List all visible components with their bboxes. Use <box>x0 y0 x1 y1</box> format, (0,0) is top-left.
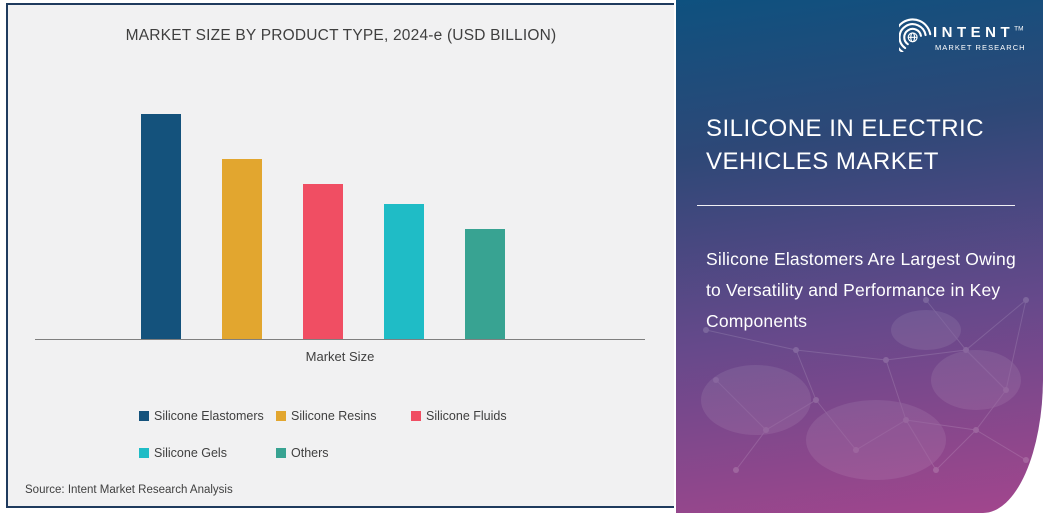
bar-silicone-resins <box>222 159 262 339</box>
logo-tm: TM <box>1014 25 1024 33</box>
chart-title: MARKET SIZE BY PRODUCT TYPE, 2024-e (USD… <box>125 27 557 44</box>
legend-label: Silicone Fluids <box>426 409 507 423</box>
panel-divider <box>697 205 1015 206</box>
x-axis-line <box>35 339 645 340</box>
legend-label: Silicone Resins <box>291 409 377 423</box>
chart-panel: MARKET SIZE BY PRODUCT TYPE, 2024-e (USD… <box>6 3 674 508</box>
logo-subtext: MARKET RESEARCH <box>935 43 1026 52</box>
bar-plot: Market Size <box>8 5 674 506</box>
x-axis-label: Market Size <box>305 349 375 364</box>
legend-label: Silicone Elastomers <box>154 409 264 423</box>
legend-item-silicone-resins: Silicone Resins <box>276 409 411 423</box>
signal-arcs-icon <box>899 18 932 52</box>
legend-swatch <box>276 411 286 421</box>
source-note: Source: Intent Market Research Analysis <box>25 484 233 496</box>
legend-swatch <box>411 411 421 421</box>
legend-item-silicone-gels: Silicone Gels <box>139 446 276 460</box>
bar-others <box>465 229 505 339</box>
legend-label: Silicone Gels <box>154 446 227 460</box>
legend-item-others: Others <box>276 446 411 460</box>
legend-swatch <box>139 411 149 421</box>
legend-swatch <box>276 448 286 458</box>
brand-logo: INTENTTM MARKET RESEARCH <box>899 8 1026 52</box>
legend-item-silicone-elastomers: Silicone Elastomers <box>139 409 276 423</box>
logo-wordmark: INTENT <box>933 24 1015 41</box>
legend: Silicone Elastomers Silicone Resins Silico… <box>139 409 507 460</box>
bars-container <box>141 114 505 339</box>
globe-icon <box>907 32 918 43</box>
legend-swatch <box>139 448 149 458</box>
bar-silicone-fluids <box>303 184 343 339</box>
legend-item-silicone-fluids: Silicone Fluids <box>411 409 507 423</box>
panel-title: SILICONE IN ELECTRIC VEHICLES MARKET <box>706 115 985 175</box>
panel-subtitle: Silicone Elastomers Are Largest Owing to… <box>706 249 1016 331</box>
brand-panel: INTENTTM MARKET RESEARCH SILICONE IN ELE… <box>676 0 1043 513</box>
bar-silicone-elastomers <box>141 114 181 339</box>
legend-label: Others <box>291 446 329 460</box>
bar-silicone-gels <box>384 204 424 339</box>
